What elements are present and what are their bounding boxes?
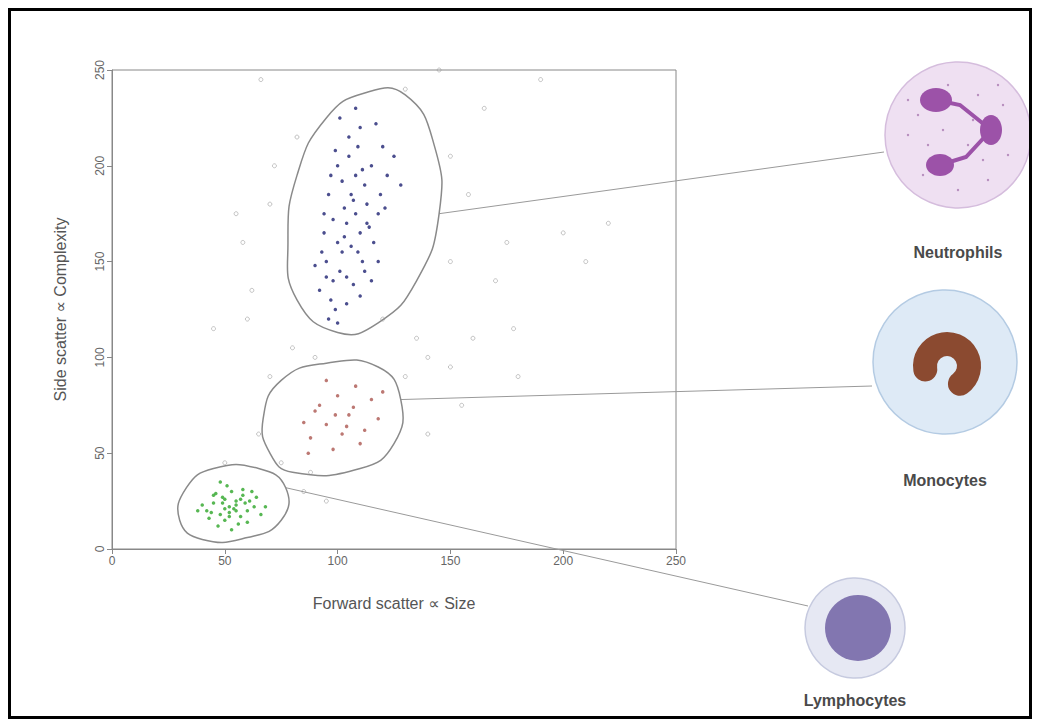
svg-text:50: 50 — [93, 446, 107, 460]
svg-text:Monocytes: Monocytes — [903, 472, 987, 489]
svg-text:200: 200 — [93, 155, 107, 175]
svg-text:0: 0 — [109, 554, 116, 568]
svg-text:150: 150 — [440, 554, 460, 568]
svg-text:100: 100 — [93, 347, 107, 367]
svg-text:Neutrophils: Neutrophils — [914, 244, 1003, 261]
svg-text:50: 50 — [218, 554, 232, 568]
svg-text:200: 200 — [553, 554, 573, 568]
svg-text:Lymphocytes: Lymphocytes — [804, 692, 907, 709]
svg-text:250: 250 — [93, 60, 107, 80]
svg-text:Side scatter ∝ Complexity: Side scatter ∝ Complexity — [52, 218, 69, 402]
svg-text:Forward scatter ∝ Size: Forward scatter ∝ Size — [313, 595, 476, 612]
svg-text:150: 150 — [93, 251, 107, 271]
svg-text:100: 100 — [328, 554, 348, 568]
svg-text:0: 0 — [93, 545, 107, 552]
svg-text:250: 250 — [666, 554, 686, 568]
